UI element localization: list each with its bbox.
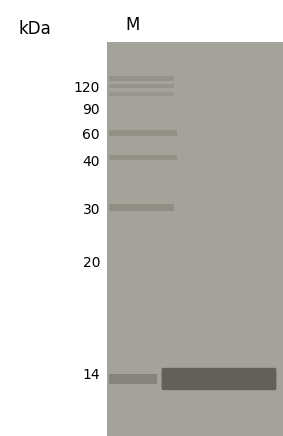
Text: 40: 40 [83,155,100,169]
Bar [107,42,283,436]
FancyBboxPatch shape [162,368,276,390]
Text: 60: 60 [82,128,100,142]
Bar [109,204,174,211]
Bar [109,155,177,160]
Bar [109,92,174,96]
Text: 90: 90 [82,103,100,117]
Text: 14: 14 [82,368,100,382]
Text: 20: 20 [83,256,100,270]
Text: 120: 120 [74,81,100,95]
Text: 30: 30 [83,203,100,217]
Text: M: M [126,16,140,34]
Text: kDa: kDa [18,20,51,38]
Bar [109,130,177,136]
Bar [109,84,174,88]
Bar [109,76,174,81]
Bar [109,374,157,384]
